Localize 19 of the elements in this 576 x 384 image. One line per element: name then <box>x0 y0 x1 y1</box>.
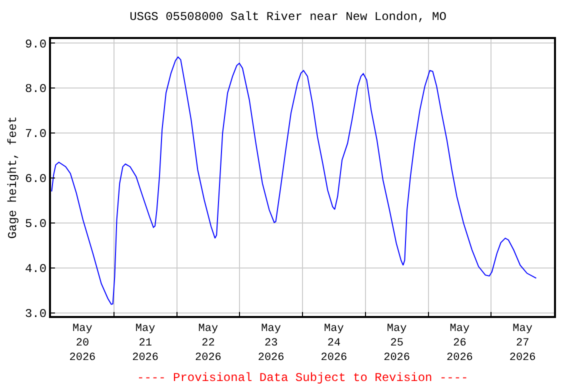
y-tick-label: 3.0 <box>24 307 47 322</box>
chart-title: USGS 05508000 Salt River near New London, MO <box>130 10 446 24</box>
line-series <box>51 56 537 305</box>
x-tick-label: May 26 2026 <box>446 323 473 364</box>
x-tick-label: May 23 2026 <box>258 323 284 364</box>
x-tick-label: May 25 2026 <box>384 323 410 364</box>
y-tick-label: 9.0 <box>24 37 47 52</box>
y-tick-label: 5.0 <box>24 217 47 232</box>
y-tick-label: 6.0 <box>24 172 47 186</box>
y-axis-title: Gage height, feet <box>6 116 20 239</box>
x-tick-label: May 24 2026 <box>320 323 348 364</box>
x-tick-label: May 20 2026 <box>69 323 96 364</box>
text: ---- Provisional Data Subject to Revision ---- <box>137 371 468 384</box>
y-tick-label: 7.0 <box>24 127 47 142</box>
y-tick-label: 8.0 <box>24 82 47 96</box>
x-tick-label: May 22 2026 <box>194 323 222 364</box>
x-tick-label: May 27 2026 <box>509 323 536 364</box>
y-tick-label: 4.0 <box>24 262 47 276</box>
x-tick-label: May 21 2026 <box>132 323 159 364</box>
